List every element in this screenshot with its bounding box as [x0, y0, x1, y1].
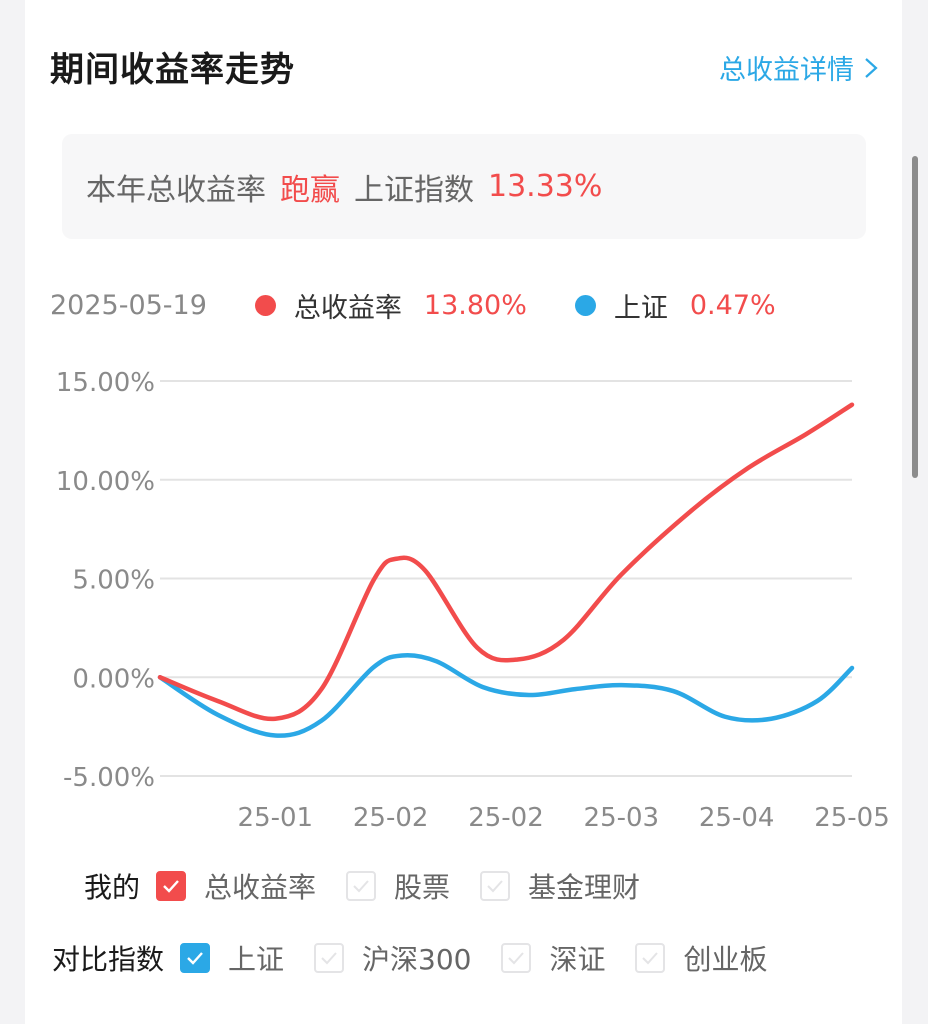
x-tick-label: 25-03 — [584, 803, 660, 833]
checkbox-box — [480, 871, 511, 901]
checkbox-box — [180, 943, 210, 973]
yield-line-chart[interactable]: 15.00% 10.00% 5.00% 0.00% -5.00% 25-01 25-02 25… — [0, 340, 928, 840]
compare-filter-label: 对比指数 — [51, 943, 164, 976]
checkbox-shenzhen[interactable]: 深证 — [501, 938, 605, 978]
y-tick-label: 15.00% — [56, 368, 155, 398]
legend-series2-value: 0.47% — [689, 289, 776, 321]
check-icon — [487, 880, 503, 893]
legend-item-shanghai: 上证 0.47% — [574, 286, 776, 325]
legend-series2-name: 上证 — [613, 292, 668, 324]
series-line-shanghai — [157, 653, 855, 738]
mine-filter-label: 我的 — [83, 871, 140, 904]
checkbox-label: 总收益率 — [204, 871, 317, 904]
legend-series1-name: 总收益率 — [293, 292, 402, 324]
x-tick-label: 25-01 — [238, 803, 314, 833]
checkbox-label: 上证 — [228, 943, 285, 976]
x-tick-label: 25-04 — [699, 803, 775, 833]
total-yield-detail-link[interactable]: 总收益详情 — [719, 48, 880, 87]
checkbox-box — [635, 943, 666, 973]
x-tick-label: 25-05 — [814, 803, 890, 833]
x-tick-label: 25-02 — [468, 803, 544, 833]
card-title: 期间收益率走势 — [50, 50, 295, 90]
blue-dot-icon — [574, 294, 596, 316]
chart-legend: 2025-05-19 总收益率 13.80% 上证 0.47% — [50, 285, 776, 325]
summary-status: 跑赢 — [280, 172, 340, 208]
checkbox-total-yield[interactable]: 总收益率 — [156, 866, 316, 906]
checkbox-box — [346, 871, 377, 901]
check-icon — [508, 952, 525, 965]
mine-filter-row: 我的 总收益率 股票 基金理财 — [0, 866, 670, 906]
checkbox-label: 沪深300 — [362, 943, 472, 976]
y-tick-label: -5.00% — [63, 763, 155, 793]
checkbox-funds[interactable]: 基金理财 — [480, 866, 640, 906]
check-icon — [321, 952, 337, 965]
y-tick-label: 5.00% — [72, 566, 155, 596]
checkbox-stocks[interactable]: 股票 — [346, 866, 450, 906]
checkbox-label: 股票 — [394, 871, 451, 904]
checkbox-box — [156, 871, 186, 901]
checkbox-shanghai[interactable]: 上证 — [180, 938, 284, 978]
checkbox-box — [314, 943, 345, 973]
summary-prefix: 本年总收益率 — [86, 172, 266, 208]
legend-series1-value: 13.80% — [423, 289, 527, 321]
check-icon — [353, 880, 369, 893]
compare-filter-row: 对比指数 上证 沪深300 深证 创业板 — [0, 938, 798, 978]
scrollbar[interactable] — [912, 156, 918, 478]
y-tick-label: 0.00% — [72, 664, 155, 694]
yield-summary-box: 本年总收益率 跑赢 上证指数 13.33% — [62, 134, 866, 239]
legend-item-total-yield: 总收益率 13.80% — [254, 286, 527, 325]
check-icon — [187, 952, 203, 965]
checkbox-label: 基金理财 — [528, 871, 641, 904]
y-tick-label: 10.00% — [56, 467, 155, 497]
checkbox-chinext[interactable]: 创业板 — [635, 938, 768, 978]
chevron-right-icon — [865, 57, 878, 78]
yield-trend-card: 期间收益率走势 总收益详情 本年总收益率 跑赢 上证指数 13.33% 2025… — [25, 0, 902, 1024]
red-dot-icon — [254, 294, 276, 316]
detail-link-label: 总收益详情 — [719, 55, 854, 86]
summary-value: 13.33% — [488, 169, 603, 204]
x-tick-label: 25-02 — [353, 803, 429, 833]
summary-index-name: 上证指数 — [354, 172, 474, 208]
checkbox-label: 深证 — [549, 943, 606, 976]
legend-date: 2025-05-19 — [50, 289, 207, 321]
checkbox-label: 创业板 — [683, 943, 768, 976]
check-icon — [163, 880, 179, 893]
check-icon — [642, 952, 659, 965]
checkbox-csi300[interactable]: 沪深300 — [314, 938, 471, 978]
checkbox-box — [501, 943, 532, 973]
series-line-total-yield — [157, 402, 855, 722]
